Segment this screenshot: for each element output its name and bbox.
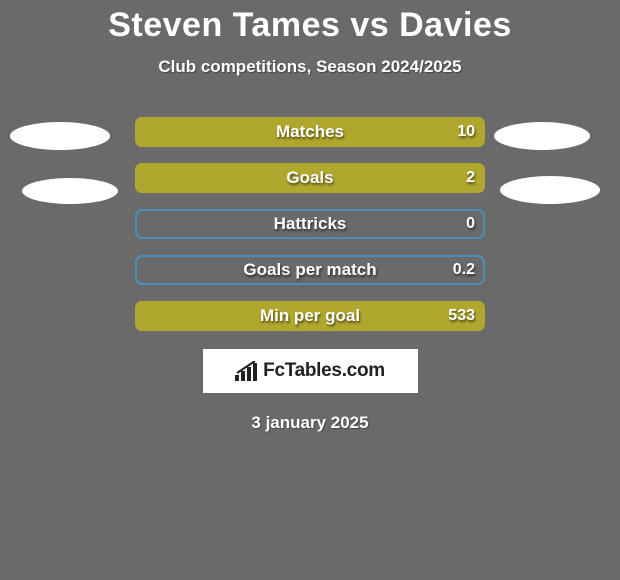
subtitle: Club competitions, Season 2024/2025 (0, 57, 620, 77)
stat-row: Min per goal533 (135, 301, 485, 331)
stat-row: Goals per match0.2 (135, 255, 485, 285)
stat-value: 533 (448, 301, 475, 331)
player2-name: Davies (399, 6, 512, 44)
player1-name: Steven Tames (108, 6, 340, 44)
stat-label: Goals (135, 163, 485, 193)
fctables-logo-icon (235, 361, 259, 381)
stat-label: Goals per match (135, 255, 485, 285)
vs-text: vs (350, 6, 389, 44)
stat-value: 2 (466, 163, 475, 193)
stat-row: Hattricks0 (135, 209, 485, 239)
decorative-ellipse (494, 122, 590, 150)
stat-value: 0.2 (453, 255, 475, 285)
stat-value: 10 (457, 117, 475, 147)
stat-row: Matches10 (135, 117, 485, 147)
stat-label: Min per goal (135, 301, 485, 331)
decorative-ellipse (22, 178, 118, 204)
stat-label: Hattricks (135, 209, 485, 239)
stat-row: Goals2 (135, 163, 485, 193)
decorative-ellipse (500, 176, 600, 204)
decorative-ellipse (10, 122, 110, 150)
brand-logo-box: FcTables.com (203, 349, 418, 393)
date-label: 3 january 2025 (0, 413, 620, 433)
stat-value: 0 (466, 209, 475, 239)
stat-label: Matches (135, 117, 485, 147)
page-title: Steven Tames vs Davies (0, 0, 620, 45)
brand-logo-text: FcTables.com (263, 360, 385, 382)
